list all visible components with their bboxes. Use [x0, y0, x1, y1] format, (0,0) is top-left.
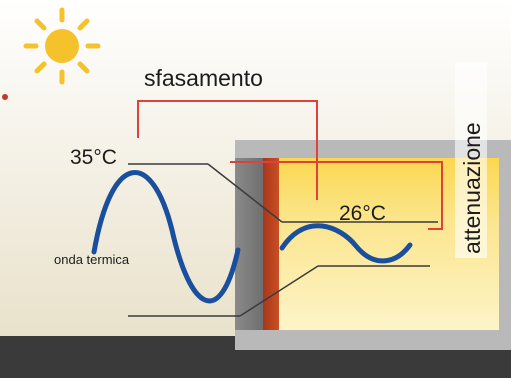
- attenuation-label-band: [455, 62, 487, 258]
- guide-lines: [128, 163, 438, 317]
- indoor-peak-temp: 26°C: [339, 202, 386, 225]
- sun-icon: [23, 7, 101, 85]
- thermal-wave-outdoor: [91, 170, 241, 304]
- wall-outer-layer: [235, 158, 263, 330]
- thermal-wave-label: onda termica: [54, 252, 130, 267]
- marker-dot: [2, 94, 8, 100]
- thermal-wave-indoor: [279, 223, 413, 264]
- phase-shift-bracket: [137, 100, 318, 200]
- phase-shift-label: sfasamento: [144, 65, 263, 91]
- wall-inner-layer: [263, 158, 279, 330]
- outdoor-peak-temp: 35°C: [70, 146, 117, 169]
- attenuation-label: attenuazione: [459, 122, 485, 254]
- attenuation-bracket: [230, 161, 443, 230]
